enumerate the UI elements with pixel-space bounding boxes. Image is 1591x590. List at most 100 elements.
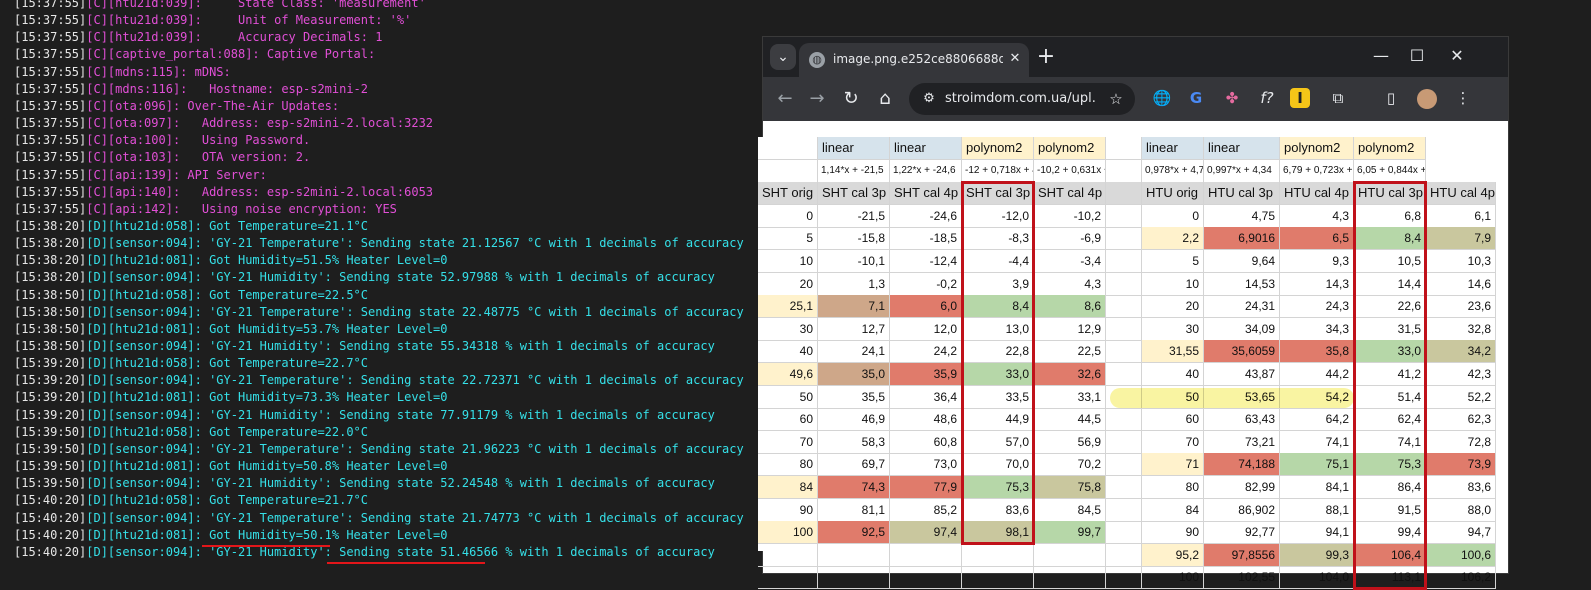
globe-icon: ◍	[809, 52, 825, 68]
sht-data-cell: -24,6	[890, 204, 962, 228]
red-underline-got-humidity	[202, 545, 330, 547]
htu-data-cell: 88,1	[1280, 498, 1354, 522]
htu-data-cell: 20	[1142, 295, 1204, 319]
sht-formula: 1,22*x + -24,6	[890, 159, 962, 183]
sht-data-cell: 6,0	[890, 295, 962, 319]
url-text[interactable]: stroimdom.com.ua/upl...	[945, 91, 1095, 106]
sht-column-header: SHT cal 4p	[890, 182, 962, 206]
sht-data-cell: 10	[758, 250, 818, 274]
sht-data-cell: -0,2	[890, 272, 962, 296]
sht-data-cell: 30	[758, 317, 818, 341]
sht-data-cell: 0	[758, 204, 818, 228]
log-timestamp: [15:38:20]	[14, 270, 87, 285]
sht-data-cell: 49,6	[758, 363, 818, 387]
htu-data-cell: 10	[1142, 272, 1204, 296]
formula-extension-icon[interactable]: f?	[1260, 89, 1274, 107]
red-underline-sending-state	[327, 562, 485, 564]
home-button[interactable]: ⌂	[879, 88, 891, 109]
menu-icon[interactable]: ⋮	[1455, 89, 1471, 107]
color-picker-extension-icon[interactable]: ✤	[1225, 89, 1239, 107]
reload-button[interactable]: ↻	[843, 88, 859, 109]
sht-data-cell	[890, 566, 962, 590]
htu-type-header: linear	[1204, 137, 1280, 161]
sheet-empty-cell	[1106, 340, 1142, 364]
log-line: [15:38:20][D][sensor:094]: 'GY-21 Humidi…	[14, 269, 715, 286]
note-extension-icon[interactable]: I	[1290, 88, 1310, 108]
log-timestamp: [15:39:50]	[14, 424, 87, 439]
log-line: [15:39:20][D][htu21d:058]: Got Temperatu…	[14, 355, 368, 372]
tab-title: image.png.e252ce8806688d12c	[833, 52, 1003, 66]
site-info-icon[interactable]: ⚙	[923, 91, 935, 106]
tab-search-icon[interactable]: ⌄	[770, 44, 796, 70]
back-button[interactable]: ←	[777, 88, 793, 109]
htu-column-header: HTU cal 4p	[1426, 182, 1496, 206]
log-line: [15:40:20][D][htu21d:081]: Got Humidity=…	[14, 527, 447, 544]
side-panel-icon[interactable]: ▯	[1386, 89, 1396, 107]
htu-data-cell: 106,4	[1354, 543, 1426, 567]
new-tab-button[interactable]: +	[1036, 44, 1056, 69]
log-message: [D][sensor:094]: 'GY-21 Temperature': Se…	[86, 304, 744, 319]
htu-data-cell: 14,53	[1204, 272, 1280, 296]
htu-column-header: HTU cal 4p	[1280, 182, 1354, 206]
log-line: [15:40:20][D][sensor:094]: 'GY-21 Temper…	[14, 510, 744, 527]
sht-data-cell: 85,2	[890, 498, 962, 522]
log-timestamp: [15:38:50]	[14, 339, 87, 353]
log-timestamp: [15:39:20]	[14, 356, 87, 371]
htu-data-cell: 84,1	[1280, 476, 1354, 500]
address-bar[interactable]: ⚙ stroimdom.com.ua/upl... ☆	[909, 83, 1135, 115]
htu-data-cell: 34,09	[1204, 317, 1280, 341]
translate-extension-icon[interactable]: G	[1189, 89, 1203, 107]
htu-data-cell: 35,6059	[1204, 340, 1280, 364]
close-window-button[interactable]: ✕	[1450, 46, 1464, 65]
log-message: [C][mdns:115]: mDNS:	[86, 64, 231, 79]
bookmark-star-icon[interactable]: ☆	[1109, 90, 1123, 108]
htu-data-cell: 33,0	[1354, 340, 1426, 364]
log-message: [D][sensor:094]: 'GY-21 Humidity': Sendi…	[86, 544, 715, 559]
maximize-button[interactable]: ☐	[1409, 46, 1425, 65]
extensions-icon[interactable]: ⧉	[1332, 89, 1344, 107]
htu-data-cell: 95,2	[1142, 543, 1204, 567]
sheet-empty-cell	[1106, 498, 1142, 522]
log-line: [15:37:55][C][ota:100]: Using Password.	[14, 132, 310, 149]
log-timestamp: [15:37:55]	[14, 167, 87, 182]
log-message: [D][htu21d:058]: Got Temperature=21.7°C	[86, 493, 369, 508]
forward-button[interactable]: →	[809, 88, 825, 109]
profile-avatar[interactable]	[1417, 89, 1437, 109]
sheet-empty-cell	[1106, 227, 1142, 251]
log-message: [D][htu21d:081]: Got Humidity=53.7% Heat…	[86, 321, 448, 336]
log-line: [15:37:55][C][htu21d:039]: State Class: …	[14, 0, 426, 12]
close-tab-icon[interactable]: ✕	[1009, 51, 1021, 66]
htu-data-cell: 90	[1142, 521, 1204, 545]
sht-data-cell: 7,1	[818, 295, 890, 319]
sht-data-cell: 8,4	[962, 295, 1034, 319]
sht-data-cell: 12,9	[1034, 317, 1106, 341]
sheet-empty-cell	[1106, 543, 1142, 567]
log-line: [15:37:55][C][api:139]: API Server:	[14, 167, 267, 184]
log-message: [D][sensor:094]: 'GY-21 Temperature': Se…	[86, 510, 744, 525]
htu-data-cell: 43,87	[1204, 363, 1280, 387]
log-line: [15:38:20][D][htu21d:058]: Got Temperatu…	[14, 218, 368, 235]
sht-data-cell: 70	[758, 430, 818, 454]
log-timestamp: [15:38:20]	[14, 218, 87, 233]
log-message: [C][api:142]: Using noise encryption: YE…	[86, 201, 397, 216]
terminal-log: [15:37:55][C][htu21d:039]: State Class: …	[0, 0, 760, 580]
sht-data-cell: -10,2	[1034, 204, 1106, 228]
log-timestamp: [15:37:55]	[14, 98, 87, 113]
log-message: [C][ota:100]: Using Password.	[86, 133, 311, 148]
log-timestamp: [15:37:55]	[14, 201, 87, 216]
sheet-empty-cell	[1106, 272, 1142, 296]
log-line: [15:38:50][D][sensor:094]: 'GY-21 Humidi…	[14, 338, 715, 355]
sht-data-cell: 4,3	[1034, 272, 1106, 296]
htu-data-cell: 70	[1142, 430, 1204, 454]
active-tab[interactable]: ◍ image.png.e252ce8806688d12c ✕	[799, 43, 1029, 77]
htu-data-cell: 94,7	[1426, 521, 1496, 545]
globe-extension-icon[interactable]: 🌐	[1152, 89, 1172, 107]
sht-data-cell	[962, 543, 1034, 567]
minimize-button[interactable]: —	[1373, 46, 1389, 65]
log-line: [15:37:55][C][api:142]: Using noise encr…	[14, 201, 397, 218]
log-timestamp: [15:38:20]	[14, 253, 87, 268]
log-line: [15:37:55][C][mdns:116]: Hostname: esp-s…	[14, 81, 368, 98]
sht-data-cell: 75,8	[1034, 476, 1106, 500]
htu-data-cell: 60	[1142, 408, 1204, 432]
sht-data-cell: 99,7	[1034, 521, 1106, 545]
